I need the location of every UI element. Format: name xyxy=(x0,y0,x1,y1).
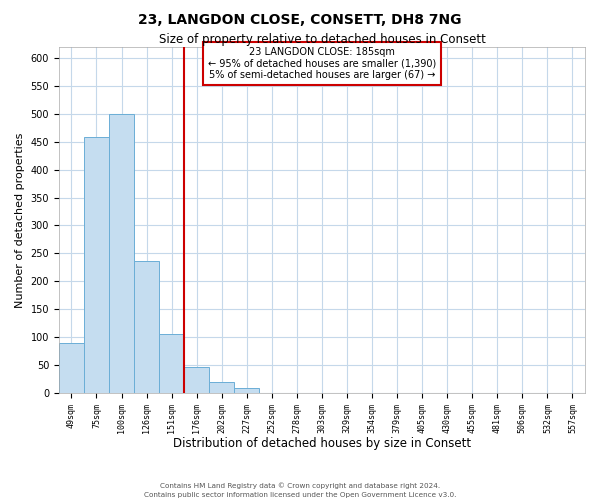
Y-axis label: Number of detached properties: Number of detached properties xyxy=(15,132,25,308)
Text: 23, LANGDON CLOSE, CONSETT, DH8 7NG: 23, LANGDON CLOSE, CONSETT, DH8 7NG xyxy=(138,12,462,26)
Bar xyxy=(560,392,585,393)
Bar xyxy=(59,343,84,393)
Bar xyxy=(234,388,259,393)
Title: Size of property relative to detached houses in Consett: Size of property relative to detached ho… xyxy=(158,32,485,46)
Bar xyxy=(84,137,109,393)
Bar xyxy=(134,261,159,393)
Bar xyxy=(109,114,134,393)
Bar xyxy=(159,334,184,393)
Bar xyxy=(184,368,209,393)
Bar xyxy=(259,392,284,393)
Text: 23 LANGDON CLOSE: 185sqm
← 95% of detached houses are smaller (1,390)
5% of semi: 23 LANGDON CLOSE: 185sqm ← 95% of detach… xyxy=(208,46,436,80)
Bar xyxy=(209,382,234,393)
Text: Contains HM Land Registry data © Crown copyright and database right 2024.
Contai: Contains HM Land Registry data © Crown c… xyxy=(144,482,456,498)
X-axis label: Distribution of detached houses by size in Consett: Distribution of detached houses by size … xyxy=(173,437,471,450)
